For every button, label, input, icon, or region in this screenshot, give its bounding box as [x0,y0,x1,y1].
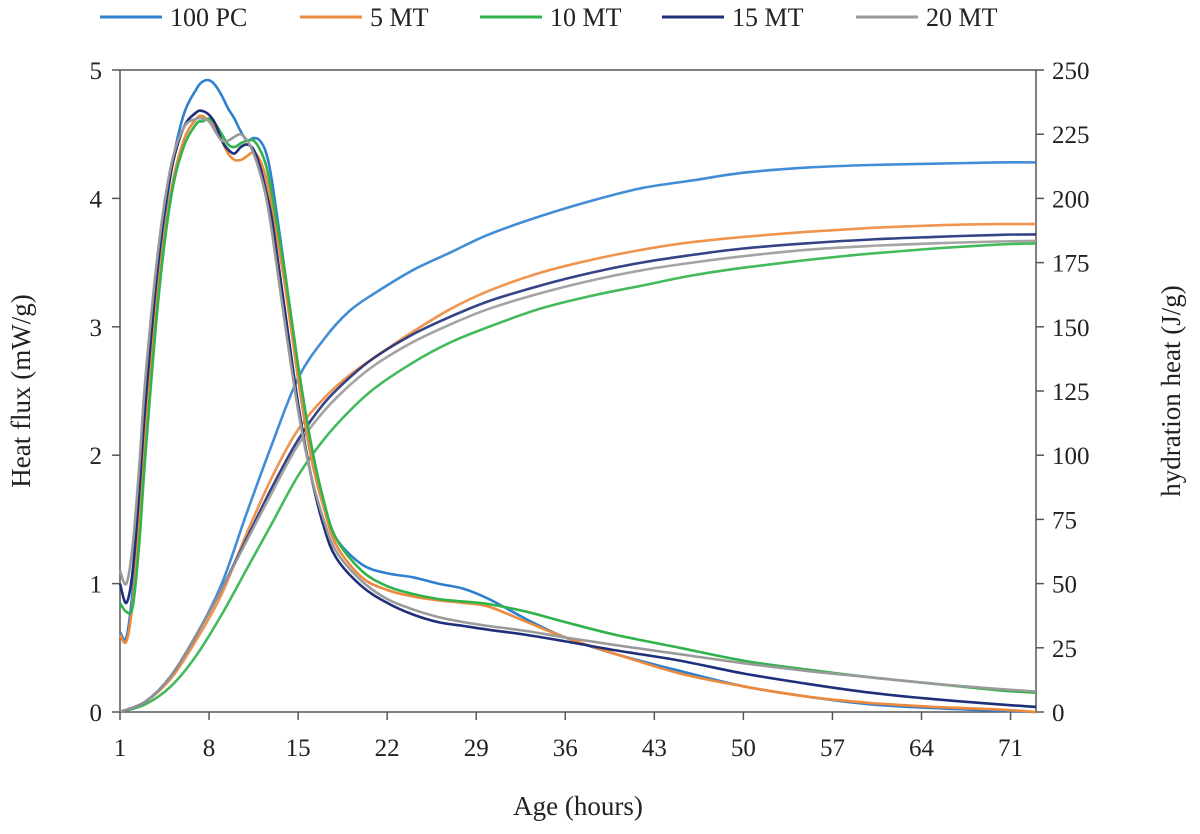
x-tick-label: 50 [731,735,756,762]
left-y-axis-ticks: 0 1 2 3 4 5 [90,58,120,727]
x-tick-label: 29 [464,735,489,762]
right-y-axis-ticks: 0 25 50 75 100 125 150 175 200 225 250 [1036,58,1090,727]
hydration-heat-line-100-pc [119,161,1037,714]
x-tick-label: 22 [375,735,400,762]
right-y-tick-label: 175 [1052,251,1090,278]
left-y-axis-title: Heat flux (mW/g) [6,294,36,487]
x-tick-label: 57 [820,735,845,762]
series-layer [118,78,1037,714]
right-y-tick-label: 250 [1052,58,1090,85]
right-y-tick-label: 25 [1052,636,1077,663]
heat-flux-line-10-mt [118,117,1037,694]
legend-label-20-mt: 20 MT [926,3,998,32]
right-y-tick-label: 200 [1052,186,1090,213]
hydration-heat-line-20-mt [119,239,1037,714]
x-tick-label: 71 [998,735,1023,762]
right-y-tick-label: 150 [1052,315,1090,342]
right-y-tick-label: 125 [1052,379,1090,406]
right-y-axis-title: hydration heat (J/g) [1156,285,1186,496]
heat-flux-line-100-pc [118,78,1037,714]
right-y-tick-label: 0 [1052,700,1065,727]
x-axis-ticks: 1 8 15 22 29 36 43 50 57 64 71 [114,712,1023,762]
x-tick-label: 1 [114,735,127,762]
left-y-tick-label: 2 [90,443,103,470]
left-y-tick-label: 4 [90,186,103,213]
x-tick-label: 43 [642,735,667,762]
heat-flux-line-20-mt [118,116,1037,693]
legend-label-100-pc: 100 PC [170,3,247,32]
left-y-tick-label: 1 [90,572,103,599]
hydration-heat-line-5-mt [119,222,1037,714]
heat-flux-line-15-mt [118,109,1037,709]
legend-label-10-mt: 10 MT [550,3,622,32]
right-y-tick-label: 225 [1052,122,1090,149]
legend-label-5-mt: 5 MT [370,3,429,32]
x-tick-label: 8 [203,735,216,762]
legend: 100 PC 5 MT 10 MT 15 MT 20 MT [100,3,998,32]
right-y-tick-label: 75 [1052,507,1077,534]
x-axis-title: Age (hours) [513,791,643,821]
hydration-heat-line-10-mt [119,242,1037,714]
right-y-tick-label: 50 [1052,572,1077,599]
left-y-tick-label: 0 [90,700,103,727]
legend-label-15-mt: 15 MT [732,3,804,32]
left-y-tick-label: 3 [90,315,103,342]
x-tick-label: 15 [286,735,311,762]
x-tick-label: 36 [553,735,578,762]
right-y-tick-label: 100 [1052,443,1090,470]
x-tick-label: 64 [909,735,935,762]
left-y-tick-label: 5 [90,58,103,85]
